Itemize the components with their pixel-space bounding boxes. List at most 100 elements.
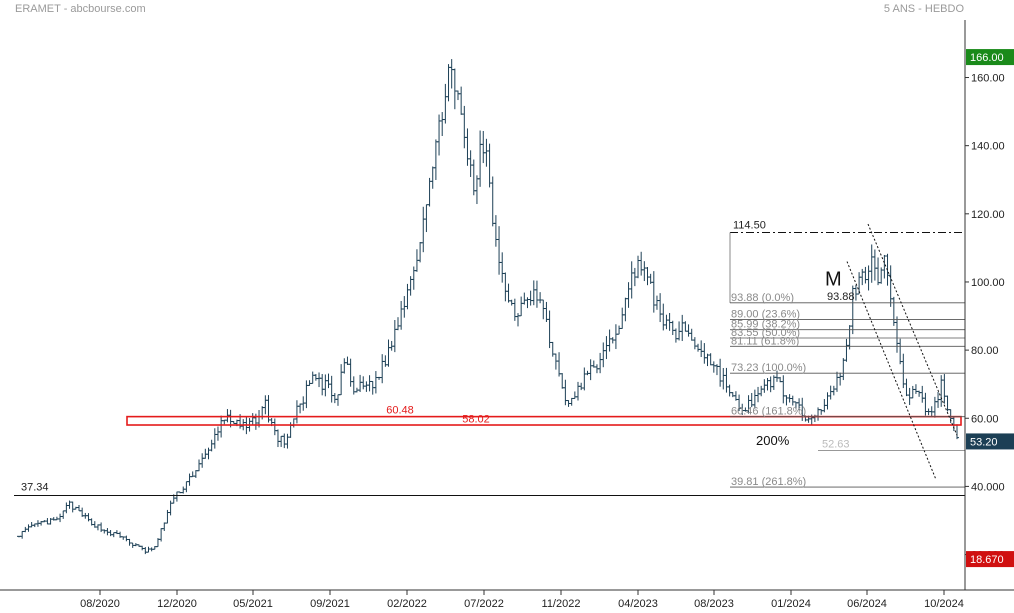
- ohlc-bar: [557, 352, 562, 377]
- ohlc-bar: [711, 361, 716, 373]
- ohlc-bar: [395, 317, 400, 331]
- ohlc-bar: [184, 481, 189, 493]
- ohlc-bar: [127, 538, 132, 546]
- ohlc-bar: [853, 284, 858, 301]
- ohlc-bar: [576, 381, 581, 401]
- ohlc-bar: [623, 297, 628, 322]
- ohlc-bar: [645, 267, 650, 286]
- ohlc-bar: [424, 204, 429, 233]
- ohlc-bar: [462, 105, 467, 149]
- ohlc-bar: [613, 324, 618, 350]
- ohlc-bar: [250, 413, 255, 425]
- m-pattern-label: M: [825, 268, 842, 290]
- support-line-label: 37.34: [21, 481, 49, 493]
- ohlc-bar: [58, 513, 63, 523]
- ohlc-bar: [598, 352, 603, 374]
- ohlc-bar: [718, 358, 723, 387]
- ohlc-bar: [503, 272, 508, 302]
- projection-label: 52.63: [822, 439, 850, 451]
- ohlc-bar: [399, 300, 404, 330]
- ohlc-bar: [620, 307, 625, 329]
- zone-lower-label: 58.02: [462, 414, 490, 426]
- ohlc-bar: [569, 397, 574, 406]
- ohlc-bars: [17, 59, 959, 555]
- ohlc-bar: [317, 372, 322, 388]
- ohlc-bar: [320, 373, 325, 396]
- ohlc-bar: [193, 470, 198, 478]
- ohlc-bar: [209, 439, 214, 452]
- ohlc-bar: [493, 215, 498, 247]
- m-value-label: 93.88: [827, 291, 855, 303]
- ohlc-bar: [345, 356, 350, 365]
- fib-level-label: 89.00 (23.6%): [731, 308, 800, 320]
- ohlc-bar: [418, 242, 423, 263]
- ohlc-bar: [819, 409, 824, 415]
- ohlc-bar: [579, 382, 584, 391]
- ohlc-bar: [215, 426, 220, 441]
- ohlc-bar: [465, 128, 470, 166]
- zone-upper-label: 60.48: [386, 405, 414, 417]
- ohlc-bar: [654, 295, 659, 310]
- ohlc-bar: [219, 415, 224, 438]
- ohlc-bar: [339, 364, 344, 396]
- ohlc-bar: [872, 249, 877, 281]
- ohlc-bar: [841, 358, 846, 381]
- ohlc-bar: [77, 504, 82, 512]
- ohlc-bar: [661, 303, 666, 331]
- ohlc-bar: [474, 175, 479, 205]
- ohlc-bar: [673, 328, 678, 343]
- ohlc-bar: [70, 501, 75, 513]
- ohlc-bar: [143, 547, 148, 555]
- channel-lower-line: [846, 261, 937, 480]
- min-price-badge-bg: [966, 551, 1014, 568]
- ohlc-bar: [512, 298, 517, 321]
- ohlc-bar: [866, 265, 871, 291]
- ohlc-bar: [869, 244, 874, 283]
- ohlc-bar: [64, 502, 69, 514]
- ohlc-bar: [894, 316, 899, 353]
- ohlc-bar: [847, 325, 852, 350]
- ohlc-bar: [683, 321, 688, 332]
- ohlc-bar: [342, 358, 347, 374]
- ohlc-bar: [367, 375, 372, 392]
- ohlc-bar: [140, 545, 145, 551]
- ohlc-bar: [124, 535, 129, 542]
- ohlc-bar: [159, 528, 164, 542]
- ohlc-bar: [455, 90, 460, 101]
- ohlc-bar: [913, 384, 918, 394]
- ohlc-bar: [61, 510, 66, 519]
- ohlc-bar: [664, 314, 669, 330]
- ohlc-bar: [411, 266, 416, 290]
- ohlc-bar: [898, 338, 903, 365]
- ohlc-bar: [617, 325, 622, 335]
- ohlc-bar: [702, 343, 707, 364]
- ohlc-bar: [516, 313, 521, 327]
- ohlc-bar: [768, 376, 773, 393]
- ohlc-bar: [497, 226, 502, 275]
- ohlc-bar: [534, 280, 539, 308]
- max-price-badge: 166.00: [970, 52, 1004, 64]
- ohlc-bar: [99, 522, 104, 533]
- ohlc-bar: [162, 522, 167, 531]
- ohlc-bar: [329, 375, 334, 403]
- x-tick-label: 12/2020: [157, 598, 197, 610]
- ohlc-bar: [440, 112, 445, 136]
- top-line-label: 114.50: [733, 220, 766, 232]
- ohlc-bar: [708, 353, 713, 366]
- ohlc-bar: [626, 282, 631, 308]
- ohlc-bar: [380, 354, 385, 384]
- ohlc-bar: [781, 375, 786, 404]
- ohlc-bar: [531, 280, 536, 306]
- ohlc-bar: [452, 68, 457, 110]
- x-tick-label: 10/2024: [924, 598, 964, 610]
- ohlc-bar: [279, 435, 284, 447]
- x-tick-label: 05/2021: [233, 598, 273, 610]
- ohlc-bar: [860, 268, 865, 286]
- ohlc-bar: [364, 381, 369, 392]
- ohlc-bar: [904, 378, 909, 397]
- ohlc-bar: [667, 312, 672, 331]
- ohlc-bar: [459, 86, 464, 115]
- max-price-badge-bg: [966, 49, 1014, 66]
- ohlc-bar: [26, 524, 31, 532]
- ohlc-bar: [348, 358, 353, 387]
